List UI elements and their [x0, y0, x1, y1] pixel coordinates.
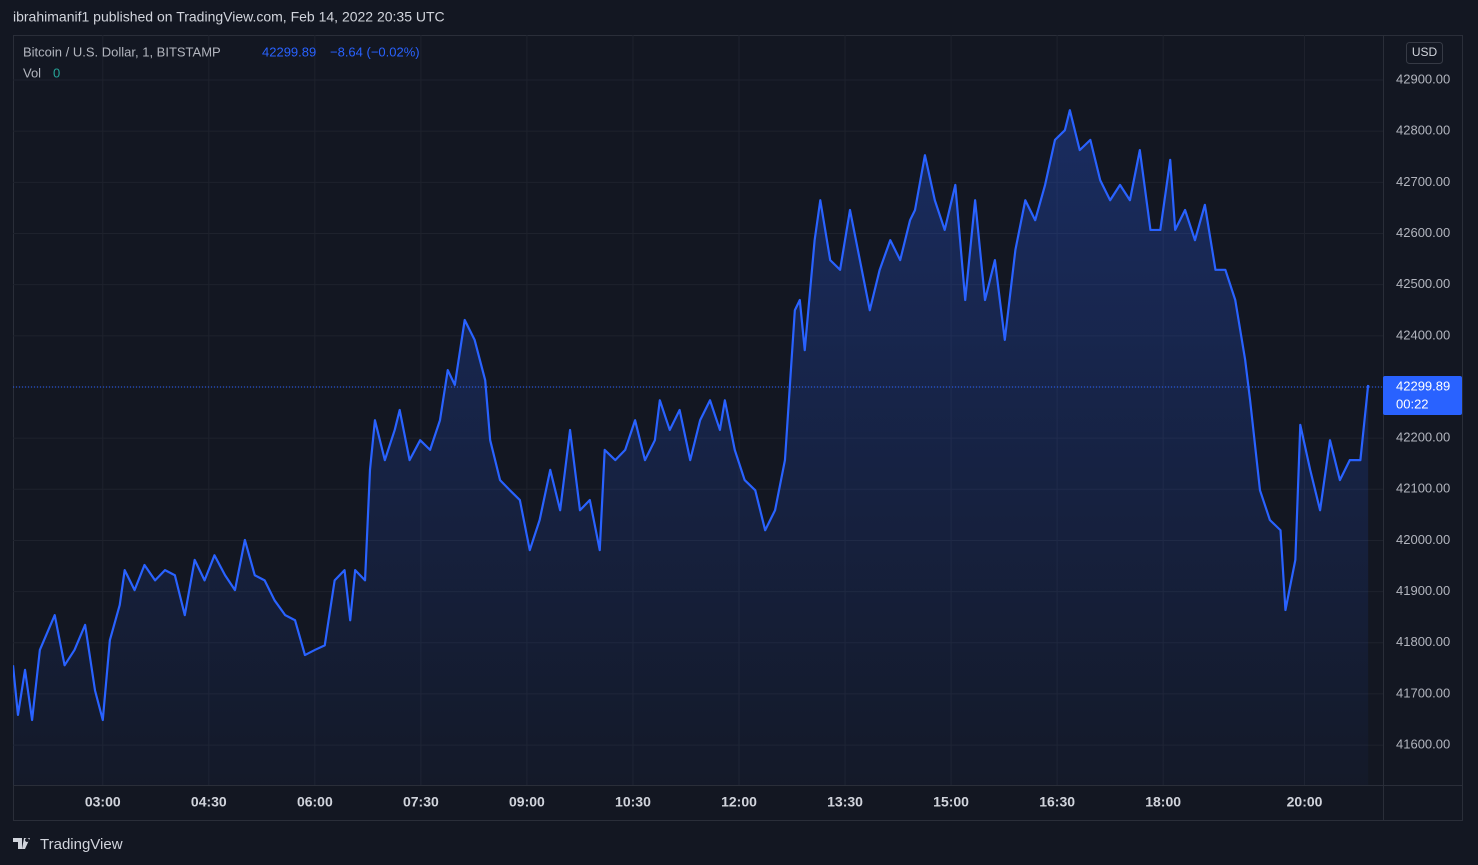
x-tick-label: 18:00: [1145, 794, 1181, 810]
y-tick-label: 41600.00: [1396, 737, 1450, 752]
published-line: ibrahimanif1 published on TradingView.co…: [13, 9, 445, 25]
plot-area: [13, 109, 1383, 785]
logo-text[interactable]: TradingView: [40, 836, 123, 853]
x-tick-label: 16:30: [1039, 794, 1075, 810]
last-price-countdown: 00:22: [1396, 396, 1429, 411]
x-tick-label: 12:00: [721, 794, 757, 810]
x-tick-label: 09:00: [509, 794, 545, 810]
volume-value: 0: [53, 65, 60, 80]
y-tick-label: 42900.00: [1396, 71, 1450, 86]
currency-button[interactable]: [1406, 42, 1443, 64]
last-price-tag: [1383, 376, 1462, 416]
y-tick-label: 41800.00: [1396, 634, 1450, 649]
x-tick-label: 04:30: [191, 794, 227, 810]
symbol-title: Bitcoin / U.S. Dollar, 1, BITSTAMP: [23, 44, 221, 59]
y-tick-label: 41900.00: [1396, 583, 1450, 598]
last-price-tag-value: 42299.89: [1396, 378, 1450, 393]
y-tick-label: 41700.00: [1396, 685, 1450, 700]
header-price: 42299.89: [262, 44, 316, 59]
x-tick-label: 10:30: [615, 794, 651, 810]
x-tick-label: 07:30: [403, 794, 439, 810]
tradingview-logo[interactable]: TradingView: [13, 836, 123, 853]
x-tick-label: 20:00: [1287, 794, 1323, 810]
y-tick-label: 42000.00: [1396, 532, 1450, 547]
y-tick-label: 42100.00: [1396, 481, 1450, 496]
x-tick-label: 03:00: [85, 794, 121, 810]
x-tick-label: 06:00: [297, 794, 333, 810]
price-line: [13, 109, 1370, 722]
y-tick-label: 42600.00: [1396, 225, 1450, 240]
y-tick-label: 42800.00: [1396, 123, 1450, 138]
volume-label: Vol: [23, 65, 41, 80]
y-tick-label: 42700.00: [1396, 174, 1450, 189]
y-tick-label: 42200.00: [1396, 430, 1450, 445]
area-fill: [13, 110, 1369, 785]
currency-label[interactable]: USD: [1412, 45, 1438, 59]
y-tick-label: 42500.00: [1396, 276, 1450, 291]
y-tick-label: 42400.00: [1396, 327, 1450, 342]
x-tick-label: 15:00: [933, 794, 969, 810]
header-change: −8.64 (−0.02%): [330, 44, 420, 59]
logo-icon[interactable]: [13, 838, 30, 849]
x-tick-label: 13:30: [827, 794, 863, 810]
chart-frame: [13, 35, 1463, 821]
